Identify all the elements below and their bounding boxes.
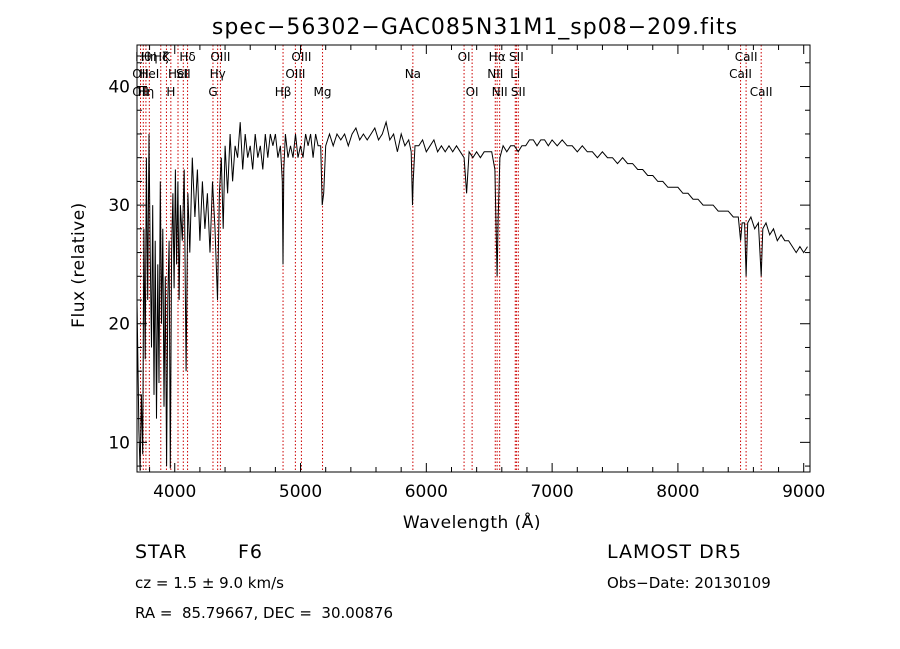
y-axis: 10 20 30 40 [108,62,810,467]
redshift-velocity: cz = 1.5 ± 9.0 km/s [135,574,284,592]
spectral-line-label: Hβ [275,85,292,99]
spectral-line-label: G [208,85,217,99]
x-tick-label: 5000 [279,482,322,502]
x-tick-label: 9000 [782,482,825,502]
spectral-line-label: SII [176,67,191,81]
spectral-line-label: HeI [139,67,159,81]
x-axis-label: Wavelength (Å) [403,511,541,533]
spectral-line-label: SII [509,50,524,64]
spectral-line-label: NII [487,67,503,81]
x-tick-label: 4000 [153,482,196,502]
spectral-line-label: Hθ [135,50,151,64]
spectral-line-label: Na [405,67,421,81]
y-tick-label: 30 [108,196,130,216]
y-tick-label: 40 [108,78,130,98]
plot-frame [136,44,811,473]
survey-name: LAMOST DR5 [607,541,742,563]
spectral-line-label: Hζ [153,50,169,64]
spectral-line-label: Mg [314,85,332,99]
spectral-line-label: Hα [489,50,506,64]
spectral-line-label: OII [132,67,149,81]
spectral-line-label: NII [492,85,508,99]
x-axis: 4000 5000 6000 7000 8000 9000 [149,45,825,502]
y-tick-label: 20 [108,315,130,335]
observation-date: Obs−Date: 20130109 [607,574,771,592]
spectral-line-label: OII [132,85,149,99]
spectral-line-label: OIII [285,67,305,81]
spectral-line-label: Hγ [210,67,226,81]
x-tick-label: 7000 [530,482,573,502]
spectral-line-label: K [162,50,171,64]
spectral-line-label: OI [466,85,479,99]
x-tick-label: 6000 [405,482,448,502]
y-tick-label: 10 [108,433,130,453]
spectral-lines [140,45,762,472]
y-axis-label: Flux (relative) [69,202,89,328]
spectral-line-label: H [166,85,175,99]
spectral-line-label: OIII [210,50,230,64]
spectral-line-label: OIII [291,50,311,64]
spectral-line-label: Hη [141,50,158,64]
chart-title: spec−56302−GAC085N31M1_sp08−209.fits [212,15,738,40]
spectral-line-label: CaII [735,50,758,64]
spectrum-series-line [136,120,808,471]
spectral-line-label: CaII [729,67,752,81]
spectral-line-label: OI [458,50,471,64]
spectral-line-label: Hη [138,85,155,99]
object-class: STAR [135,541,188,563]
spectral-line-label: Li [510,67,520,81]
spectral-line-label: HeI [168,67,188,81]
spectral-line-label: SII [511,85,526,99]
spectral-line-label: Hδ [179,50,195,64]
coordinates: RA = 85.79667, DEC = 30.00876 [135,604,394,622]
x-tick-label: 8000 [656,482,699,502]
spectral-subclass: F6 [238,541,264,563]
spectral-line-labels: OIIOIIHθHηHηHeIHζKHHeISIIHδGHγOIIIHβOIII… [132,50,772,99]
spectral-line-label: CaII [750,85,773,99]
